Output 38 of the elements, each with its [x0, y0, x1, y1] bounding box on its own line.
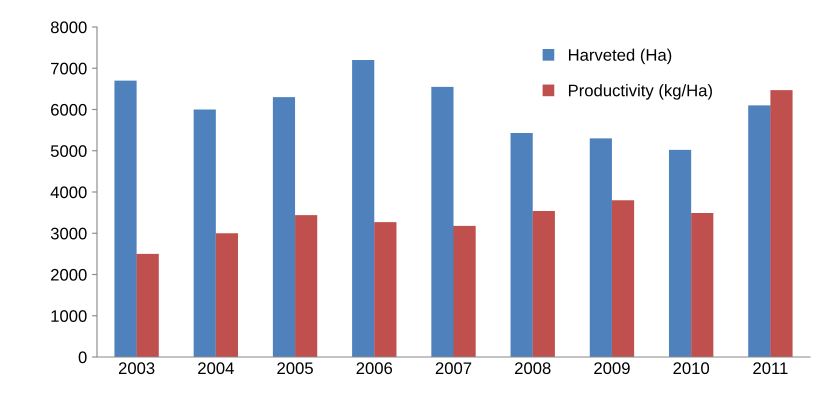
- x-tick-label: 2007: [436, 362, 472, 374]
- bar: [295, 215, 318, 357]
- bar: [770, 90, 793, 357]
- x-tick-label: 2011: [753, 362, 788, 374]
- y-tick-label: 3000: [50, 228, 87, 240]
- y-tick-label: 2000: [51, 268, 87, 281]
- y-tick-label: 7000: [51, 62, 87, 74]
- bar: [612, 200, 634, 357]
- bar: [748, 105, 770, 357]
- y-tick-label: 6000: [51, 104, 87, 116]
- x-tick-label: 2004: [198, 362, 234, 374]
- x-tick-label: 2003: [118, 362, 154, 374]
- legend-label: Productivity (kg/Ha): [568, 84, 712, 100]
- bar: [352, 60, 374, 357]
- bar: [194, 110, 216, 357]
- bar: [532, 210, 555, 357]
- y-tick-label: 0: [78, 351, 87, 364]
- bar: [136, 254, 159, 357]
- y-tick-label: 1000: [51, 310, 87, 322]
- bar: [114, 80, 137, 357]
- bar: [272, 97, 296, 357]
- bar: [590, 138, 612, 357]
- bar: [216, 233, 238, 357]
- bar: [431, 86, 454, 357]
- y-tick-label: 4000: [50, 186, 87, 198]
- y-tick-label: 8000: [50, 21, 87, 34]
- legend-label: Harveted (Ha): [568, 48, 672, 64]
- x-tick-label: 2009: [594, 362, 630, 374]
- y-tick-label: 5000: [50, 145, 87, 157]
- x-tick-label: 2006: [356, 362, 392, 374]
- x-tick-label: 2008: [515, 362, 551, 374]
- bar: [510, 133, 533, 357]
- bar: [668, 150, 692, 357]
- bar: [374, 222, 396, 357]
- x-tick-label: 2010: [673, 362, 710, 374]
- x-tick-label: 2005: [277, 362, 313, 374]
- bar: [454, 226, 476, 357]
- bar: [691, 213, 714, 357]
